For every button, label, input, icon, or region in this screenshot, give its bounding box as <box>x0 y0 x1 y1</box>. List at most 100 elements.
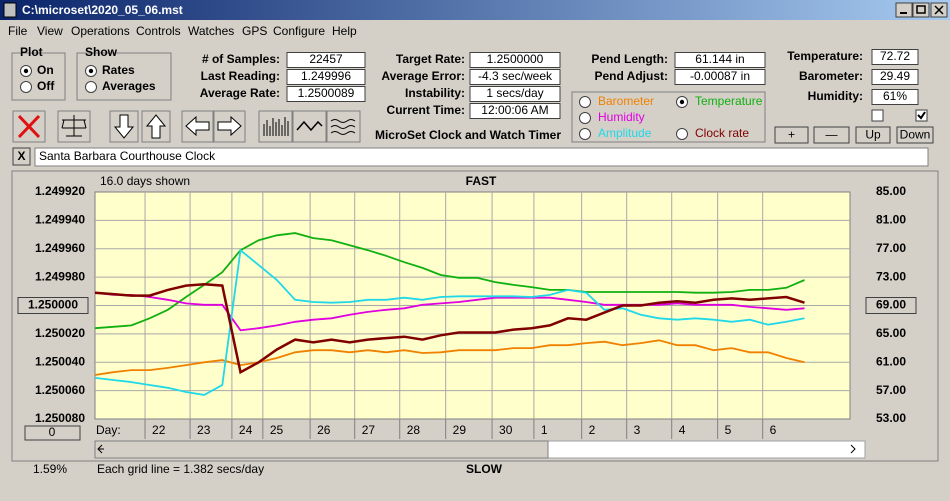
radio-button[interactable] <box>579 96 591 108</box>
grid <box>95 192 850 419</box>
scrollbar-thumb[interactable] <box>94 440 549 459</box>
field-value: 1.2500000 <box>487 52 544 66</box>
field-label: Temperature: <box>787 49 863 63</box>
button[interactable] <box>855 126 891 144</box>
button-label[interactable]: Down <box>900 128 931 142</box>
field-box <box>469 103 561 119</box>
menu-item[interactable]: Watches <box>188 24 234 38</box>
radio-dot <box>679 99 685 105</box>
radio-label[interactable]: Rates <box>102 63 135 77</box>
y2-tick-label: 85.00 <box>876 184 906 198</box>
field-value: 61% <box>883 89 907 103</box>
button-label[interactable]: — <box>826 128 838 142</box>
field-label: Instability: <box>405 86 465 100</box>
line-view-button[interactable] <box>292 110 327 143</box>
radio-button[interactable] <box>20 81 32 93</box>
button[interactable] <box>896 126 934 144</box>
maximize-button[interactable] <box>912 2 930 18</box>
field-value: 1.249996 <box>301 69 351 83</box>
legend-label[interactable]: Temperature <box>695 94 763 108</box>
field-value: 61.144 in <box>695 52 744 66</box>
checkbox[interactable] <box>871 109 884 122</box>
scroll-button-label[interactable]: 0 <box>49 425 56 439</box>
clock-name[interactable]: Santa Barbara Courthouse Clock <box>39 149 216 163</box>
y-button[interactable] <box>17 297 89 314</box>
y-tick-label: 1.250000 <box>28 298 78 312</box>
legend-label[interactable]: Humidity <box>598 110 645 124</box>
menu-item[interactable]: Controls <box>136 24 181 38</box>
legend-label[interactable]: Barometer <box>598 94 654 108</box>
x-tick-label: 24 <box>239 423 253 437</box>
legend-label[interactable]: Amplitude <box>598 126 652 140</box>
button-label[interactable]: + <box>788 128 795 142</box>
scroll-button[interactable] <box>24 425 81 441</box>
radio-label[interactable]: Averages <box>102 79 156 93</box>
x-tick-label: 25 <box>270 423 284 437</box>
x-tick-label: 29 <box>453 423 467 437</box>
legend-label[interactable]: Clock rate <box>695 126 749 140</box>
series-line <box>94 232 805 330</box>
button-label[interactable]: Up <box>865 128 881 142</box>
menu-item[interactable]: View <box>37 24 63 38</box>
radio-label[interactable]: Off <box>37 79 55 93</box>
radio-button[interactable] <box>85 81 97 93</box>
x-tick-label: 4 <box>679 423 686 437</box>
top-label: FAST <box>466 174 497 188</box>
show-group-frame <box>76 52 172 101</box>
y2-tick-label: 65.00 <box>876 326 906 340</box>
field-value: 72.72 <box>880 49 910 63</box>
y2-tick-label: 53.00 <box>876 411 906 425</box>
y-tick-label: 1.250060 <box>35 383 85 397</box>
window-title: C:\microset\2020_05_06.mst <box>22 3 183 17</box>
button[interactable] <box>774 126 809 144</box>
menu-item[interactable]: Operations <box>71 24 130 38</box>
series-line <box>94 291 805 332</box>
x-tick-label: 23 <box>197 423 211 437</box>
radio-button[interactable] <box>579 112 591 124</box>
clear-button-label[interactable]: X <box>17 149 25 163</box>
y-tick-label: 1.250020 <box>35 326 85 340</box>
button[interactable] <box>813 126 850 144</box>
field-label: Barometer: <box>799 69 863 83</box>
plot-select-frame <box>571 91 766 143</box>
radio-button[interactable] <box>676 128 688 140</box>
y2-tick-label: 81.00 <box>876 213 906 227</box>
field-label: Pend Adjust: <box>594 69 668 83</box>
app-icon <box>3 2 17 18</box>
clear-button[interactable] <box>12 147 31 166</box>
y2-tick-label: 73.00 <box>876 269 906 283</box>
field-value: 12:00:06 AM <box>481 103 548 117</box>
field-box <box>469 52 561 68</box>
field-label: Target Rate: <box>396 52 465 66</box>
x-tick-label: 26 <box>317 423 331 437</box>
window-controls[interactable] <box>895 2 948 18</box>
lines <box>94 232 805 396</box>
field-value: -0.00087 in <box>690 69 750 83</box>
field-box <box>674 69 766 85</box>
menu-item[interactable]: Help <box>332 24 357 38</box>
x-tick-label: 30 <box>499 423 513 437</box>
y-tick-label: 1.250040 <box>35 354 85 368</box>
field-label: Average Rate: <box>200 86 280 100</box>
field-label: Current Time: <box>387 103 465 117</box>
menu-item[interactable]: File <box>8 24 28 38</box>
y-tick-label: 1.249960 <box>35 241 85 255</box>
radio-button[interactable] <box>579 128 591 140</box>
field-value: -4.3 sec/week <box>478 69 553 83</box>
menu-item[interactable]: GPS <box>242 24 267 38</box>
field-label: Pend Length: <box>591 52 668 66</box>
scroll-arrows <box>97 444 856 454</box>
group-label: Plot <box>20 45 43 59</box>
plot-group-frame <box>11 52 66 101</box>
menu-item[interactable]: Configure <box>273 24 325 38</box>
radio-dot <box>23 68 29 74</box>
clock-name-box[interactable] <box>34 147 929 167</box>
group-label: Show <box>85 45 118 59</box>
x-tick-label: 3 <box>634 423 641 437</box>
y2-button[interactable] <box>865 297 917 314</box>
radio-label[interactable]: On <box>37 63 54 77</box>
field-label: # of Samples: <box>202 52 280 66</box>
x-tick-label: 1 <box>541 423 548 437</box>
minimize-button[interactable] <box>895 2 913 18</box>
field-label: Last Reading: <box>201 69 280 83</box>
